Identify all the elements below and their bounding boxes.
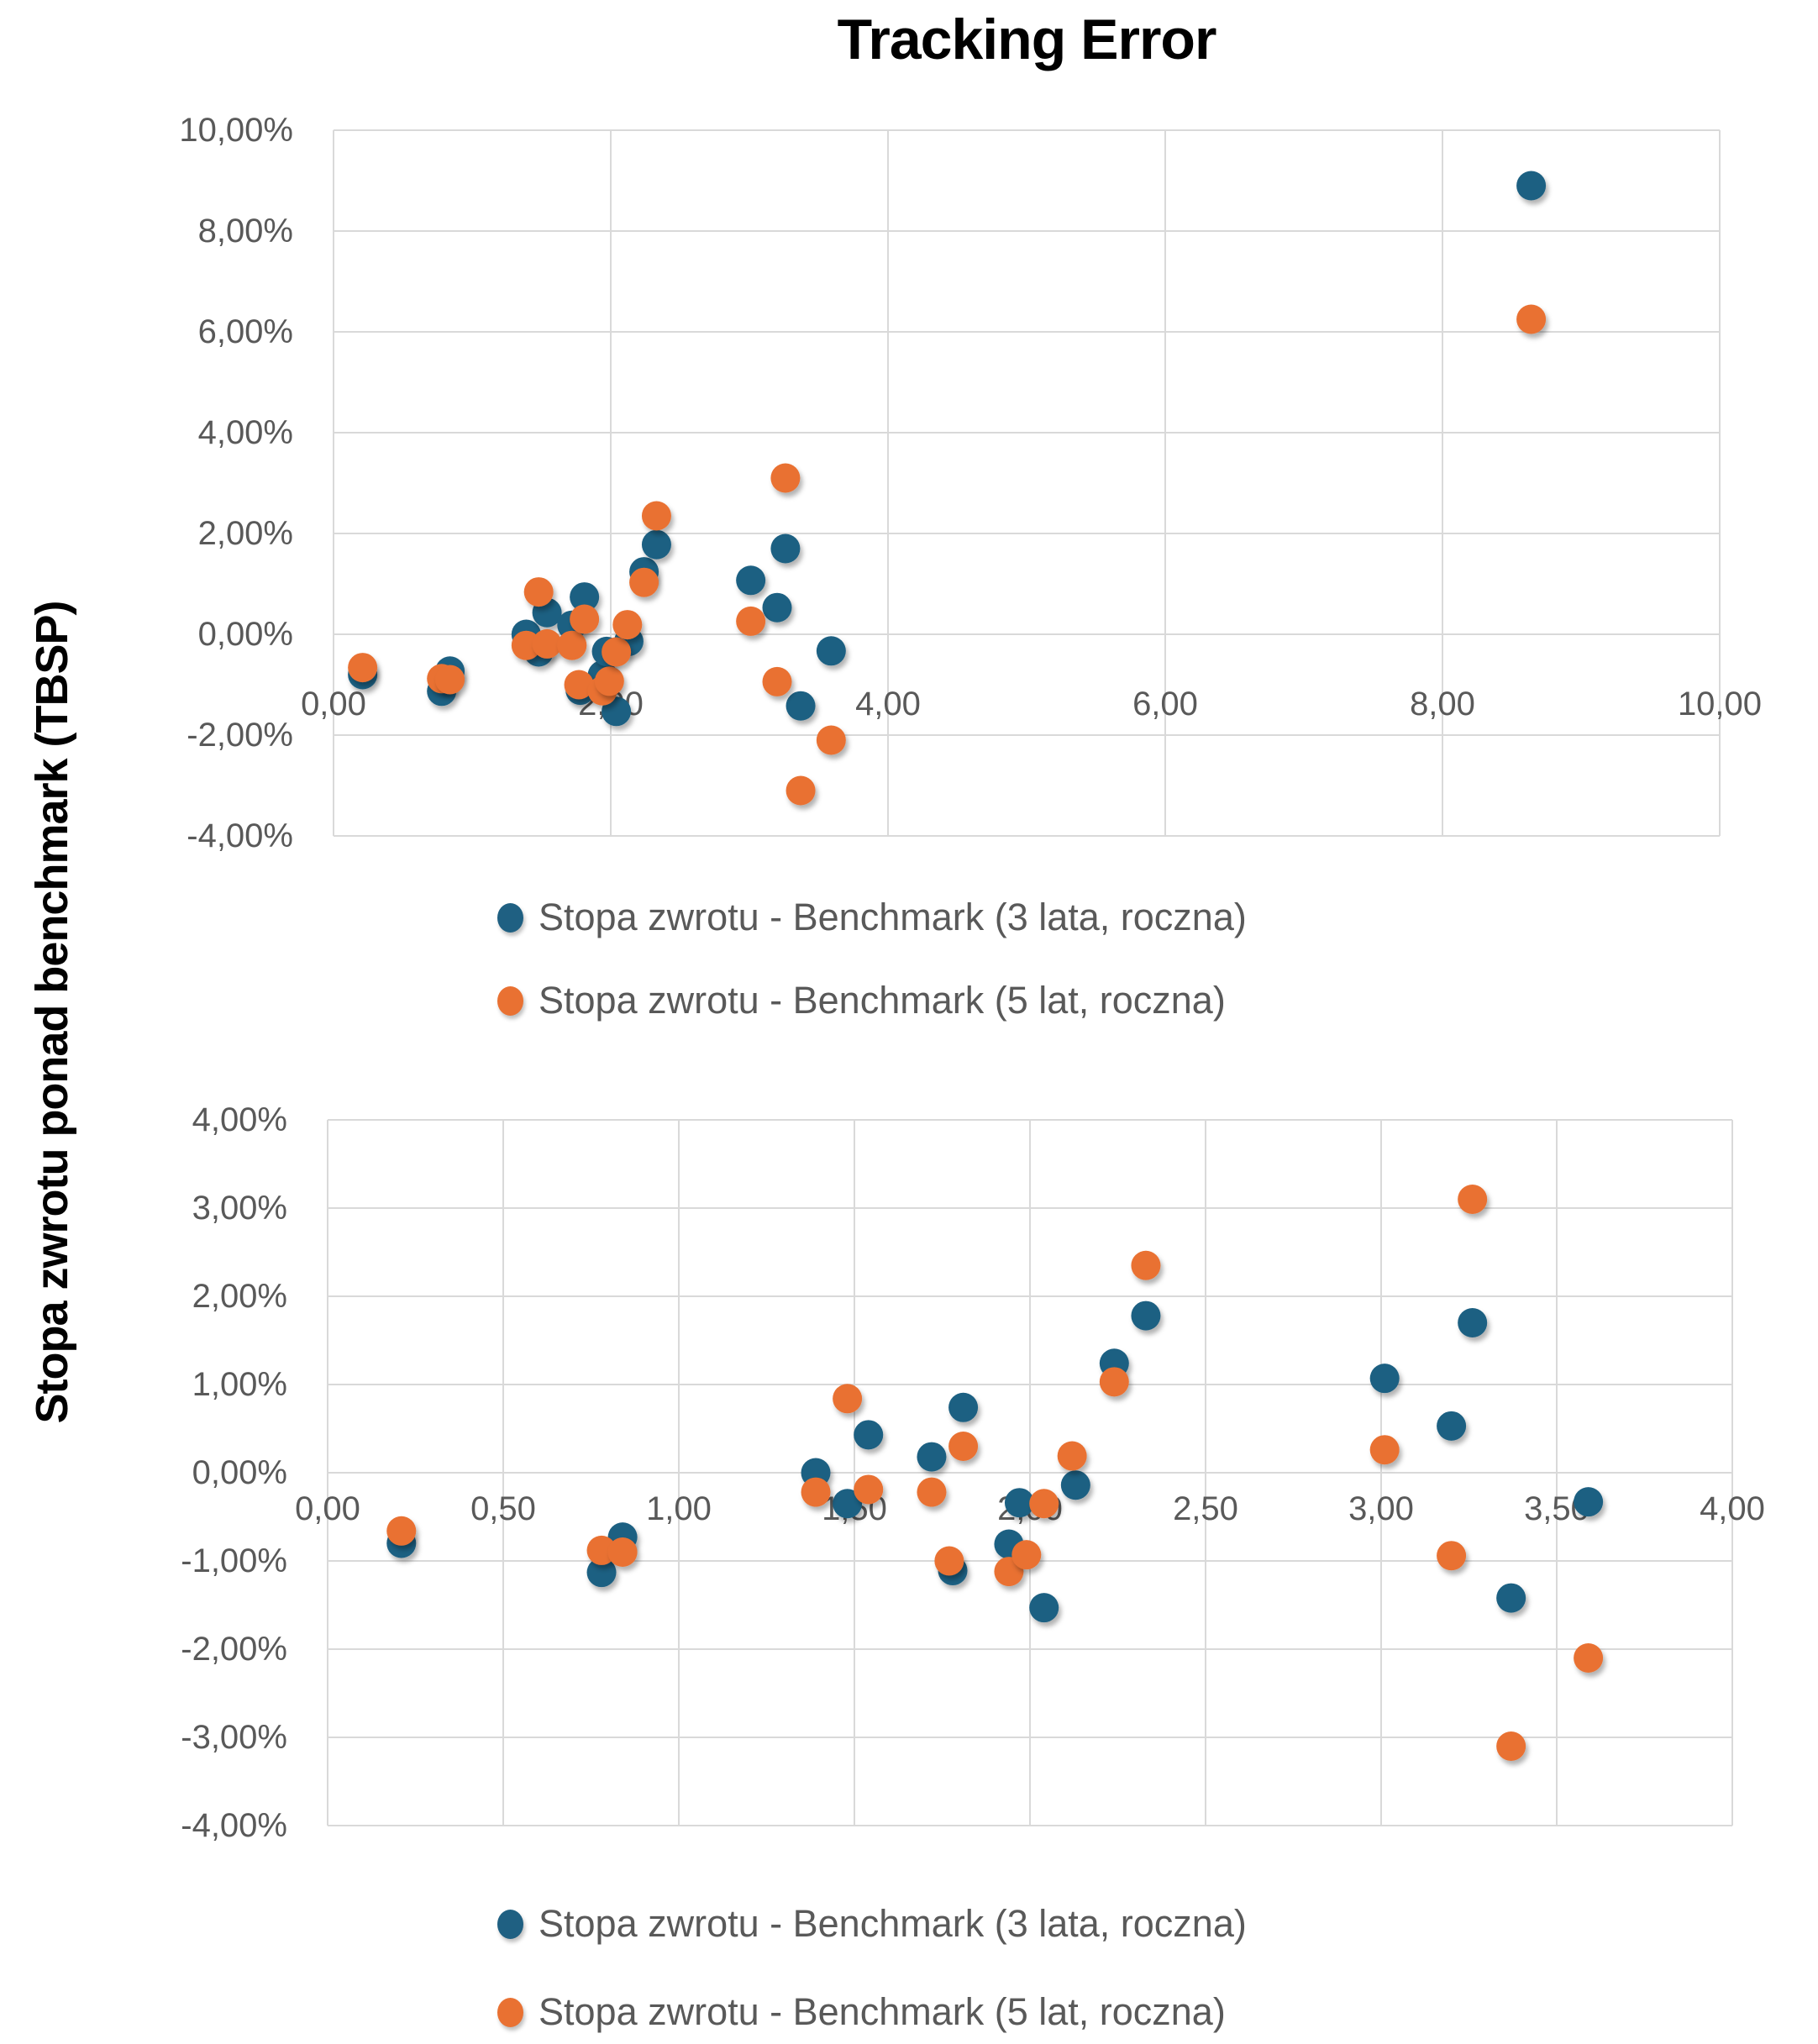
svg-text:3,00%: 3,00% — [192, 1190, 287, 1227]
legend-top-item-3y: Stopa zwrotu - Benchmark (3 lata, roczna… — [497, 891, 1247, 943]
chart-0-series-1 — [348, 304, 1547, 806]
svg-text:8,00: 8,00 — [1410, 686, 1475, 722]
svg-text:10,00%: 10,00% — [179, 112, 293, 149]
svg-text:-2,00%: -2,00% — [187, 717, 293, 754]
svg-text:-2,00%: -2,00% — [181, 1631, 287, 1668]
legend-bottom-label-5y: Stopa zwrotu - Benchmark (5 lat, roczna) — [539, 1990, 1226, 2033]
svg-text:4,00: 4,00 — [855, 686, 921, 722]
svg-text:1,00: 1,00 — [646, 1490, 712, 1527]
svg-text:-4,00%: -4,00% — [181, 1807, 287, 1844]
svg-text:2,00%: 2,00% — [198, 515, 293, 552]
svg-text:0,50: 0,50 — [470, 1490, 536, 1527]
legend-marker-5y-icon — [497, 985, 523, 1016]
chart-title: Tracking Error — [837, 8, 1217, 71]
chart-0: -4,00% -2,00% 0,00% 2,00% 4,00% 6,00% 8,00% 10,… — [179, 112, 1762, 854]
svg-text:0,00: 0,00 — [301, 686, 366, 722]
legend-top-label-3y: Stopa zwrotu - Benchmark (3 lata, roczna… — [539, 896, 1247, 938]
chart-1: -4,00% -3,00% -2,00% -1,00% 0,00% 1,00% 2,00% 3… — [181, 1101, 1765, 1844]
svg-text:2,00%: 2,00% — [192, 1278, 287, 1315]
svg-text:4,00: 4,00 — [1700, 1490, 1765, 1527]
svg-text:4,00%: 4,00% — [192, 1101, 287, 1138]
svg-text:0,00: 0,00 — [295, 1490, 360, 1527]
svg-text:8,00%: 8,00% — [198, 213, 293, 250]
legend-top-label-5y: Stopa zwrotu - Benchmark (5 lat, roczna) — [539, 979, 1226, 1022]
svg-text:-4,00%: -4,00% — [187, 817, 293, 854]
svg-text:-1,00%: -1,00% — [181, 1542, 287, 1579]
chart-0-series-0 — [348, 171, 1547, 727]
svg-text:-3,00%: -3,00% — [181, 1719, 287, 1756]
legend-top-item-5y: Stopa zwrotu - Benchmark (5 lat, roczna) — [497, 975, 1226, 1027]
chart-1-series-1 — [386, 1185, 1604, 1761]
svg-text:0,00%: 0,00% — [192, 1454, 287, 1491]
legend-bottom-label-3y: Stopa zwrotu - Benchmark (3 lata, roczna… — [539, 1902, 1247, 1945]
legend-bottom-item-5y: Stopa zwrotu - Benchmark (5 lat, roczna) — [497, 1986, 1226, 2038]
svg-text:0,00%: 0,00% — [198, 616, 293, 653]
legend-marker-3y-icon — [497, 1909, 523, 1939]
legend-marker-5y-icon — [497, 1997, 523, 2027]
svg-text:1,00%: 1,00% — [192, 1366, 287, 1403]
svg-text:4,00%: 4,00% — [198, 414, 293, 451]
svg-text:2,50: 2,50 — [1173, 1490, 1238, 1527]
legend-bottom-item-3y: Stopa zwrotu - Benchmark (3 lata, roczna… — [497, 1898, 1247, 1950]
svg-text:6,00%: 6,00% — [198, 313, 293, 350]
svg-text:3,00: 3,00 — [1348, 1490, 1414, 1527]
svg-text:6,00: 6,00 — [1132, 686, 1198, 722]
legend-marker-3y-icon — [497, 902, 523, 933]
svg-text:10,00: 10,00 — [1678, 686, 1762, 722]
